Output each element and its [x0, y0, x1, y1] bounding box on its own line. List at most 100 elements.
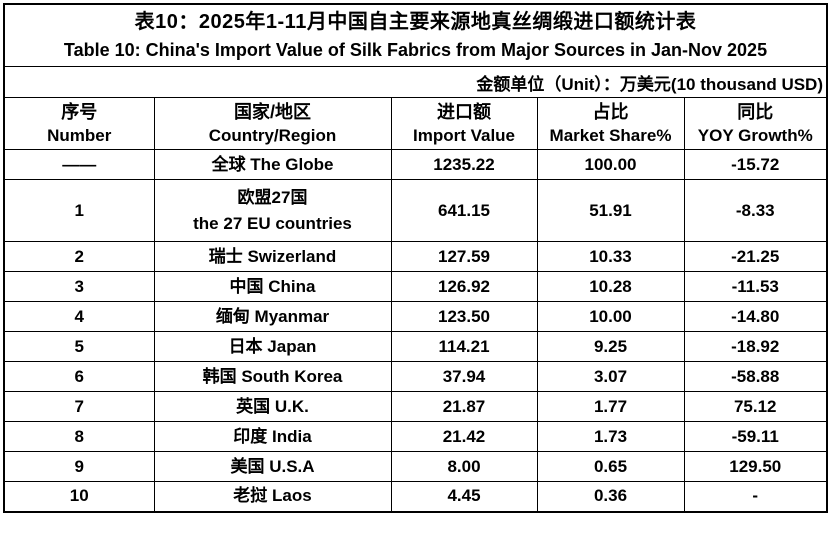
table-row: 9 美国 U.S.A 8.00 0.65 129.50: [3, 451, 828, 482]
unit-row: 金额单位（Unit）：万美元(10 thousand USD): [4, 66, 827, 98]
column-header-import-value-zh: 进口额: [437, 101, 491, 122]
title-row: 表10：2025年1-11月中国自主要来源地真丝绸缎进口额统计表 Table 1…: [4, 3, 827, 67]
cell-yoy-growth: -15.72: [683, 149, 828, 180]
table-row: 1 欧盟27国 the 27 EU countries 641.15 51.91 …: [3, 179, 828, 242]
table-row: 7 英国 U.K. 21.87 1.77 75.12: [3, 391, 828, 422]
cell-country: 欧盟27国 the 27 EU countries: [153, 179, 392, 242]
silk-import-statistics-sheet: 表10：2025年1-11月中国自主要来源地真丝绸缎进口额统计表 Table 1…: [3, 3, 828, 539]
cell-number: 6: [3, 361, 155, 392]
cell-yoy-growth: -18.92: [683, 331, 828, 362]
column-header-country-zh: 国家/地区: [233, 101, 311, 122]
cell-market-share: 3.07: [536, 361, 685, 392]
cell-yoy-growth: 75.12: [683, 391, 828, 422]
cell-number: 9: [3, 451, 155, 482]
table-row: 8 印度 India 21.42 1.73 -59.11: [3, 421, 828, 452]
country-name-line: the 27 EU countries: [193, 213, 352, 233]
column-header-market-share-zh: 占比: [592, 101, 629, 122]
cell-yoy-growth: -58.88: [683, 361, 828, 392]
cell-import-value: 127.59: [390, 241, 538, 272]
cell-market-share: 9.25: [536, 331, 685, 362]
cell-country: 日本 Japan: [153, 331, 392, 362]
country-name-line: 缅甸 Myanmar: [215, 306, 330, 326]
table-row: 10 老挝 Laos 4.45 0.36 -: [3, 481, 828, 512]
cell-number: 7: [3, 391, 155, 422]
cell-import-value: 21.87: [390, 391, 538, 422]
cell-market-share: 51.91: [536, 179, 685, 242]
table-row: 6 韩国 South Korea 37.94 3.07 -58.88: [3, 361, 828, 392]
cell-import-value: 4.45: [390, 481, 538, 512]
column-header-number-en: Number: [47, 125, 112, 145]
cell-number: 3: [3, 271, 155, 302]
column-header-number-zh: 序号: [61, 101, 98, 122]
cell-country: 缅甸 Myanmar: [153, 301, 392, 332]
cell-country: 瑞士 Swizerland: [153, 241, 392, 272]
cell-market-share: 1.73: [536, 421, 685, 452]
column-header-import-value: 进口额 Import Value: [390, 97, 538, 150]
country-name-line: 欧盟27国: [237, 187, 308, 207]
cell-import-value: 114.21: [390, 331, 538, 362]
cell-number: ——: [3, 149, 155, 180]
cell-market-share: 0.65: [536, 451, 685, 482]
cell-number: 10: [3, 481, 155, 512]
column-header-yoy-growth: 同比 YOY Growth%: [683, 97, 828, 150]
column-header-row: 序号 Number 国家/地区 Country/Region 进口额 Impor…: [3, 97, 828, 150]
cell-import-value: 123.50: [390, 301, 538, 332]
cell-yoy-growth: 129.50: [683, 451, 828, 482]
cell-yoy-growth: -14.80: [683, 301, 828, 332]
cell-market-share: 10.00: [536, 301, 685, 332]
table-row: 5 日本 Japan 114.21 9.25 -18.92: [3, 331, 828, 362]
column-header-yoy-growth-en: YOY Growth%: [697, 125, 813, 145]
country-name-line: 中国 China: [229, 276, 316, 296]
unit-note: 金额单位（Unit）：万美元(10 thousand USD): [4, 66, 827, 98]
table-row: 3 中国 China 126.92 10.28 -11.53: [3, 271, 828, 302]
import-value-table: 表10：2025年1-11月中国自主要来源地真丝绸缎进口额统计表 Table 1…: [3, 3, 828, 513]
country-name-line: 印度 India: [233, 426, 312, 446]
cell-country: 中国 China: [153, 271, 392, 302]
cell-yoy-growth: -: [683, 481, 828, 512]
cell-number: 4: [3, 301, 155, 332]
country-name-line: 英国 U.K.: [236, 396, 309, 416]
country-name-line: 韩国 South Korea: [202, 366, 343, 386]
country-name-line: 日本 Japan: [228, 336, 317, 356]
column-header-market-share-en: Market Share%: [549, 125, 672, 145]
column-header-import-value-en: Import Value: [412, 125, 516, 145]
cell-country: 美国 U.S.A: [153, 451, 392, 482]
cell-number: 2: [3, 241, 155, 272]
table-row: 2 瑞士 Swizerland 127.59 10.33 -21.25: [3, 241, 828, 272]
cell-number: 8: [3, 421, 155, 452]
cell-import-value: 8.00: [390, 451, 538, 482]
country-name-line: 老挝 Laos: [233, 486, 312, 506]
table-row: 4 缅甸 Myanmar 123.50 10.00 -14.80: [3, 301, 828, 332]
cell-country: 全球 The Globe: [153, 149, 392, 180]
country-name-line: 美国 U.S.A: [230, 456, 315, 476]
cell-import-value: 126.92: [390, 271, 538, 302]
cell-market-share: 10.28: [536, 271, 685, 302]
column-header-market-share: 占比 Market Share%: [536, 97, 685, 150]
column-header-country-en: Country/Region: [208, 125, 337, 145]
cell-country: 印度 India: [153, 421, 392, 452]
cell-yoy-growth: -59.11: [683, 421, 828, 452]
cell-yoy-growth: -21.25: [683, 241, 828, 272]
cell-market-share: 0.36: [536, 481, 685, 512]
cell-import-value: 1235.22: [390, 149, 538, 180]
column-header-country: 国家/地区 Country/Region: [153, 97, 392, 150]
cell-number: 1: [3, 179, 155, 242]
cell-import-value: 21.42: [390, 421, 538, 452]
country-name-line: 瑞士 Swizerland: [208, 246, 337, 266]
column-header-number: 序号 Number: [3, 97, 155, 150]
cell-yoy-growth: -8.33: [683, 179, 828, 242]
country-name-line: 全球 The Globe: [211, 154, 334, 174]
cell-country: 老挝 Laos: [153, 481, 392, 512]
table-row: —— 全球 The Globe 1235.22 100.00 -15.72: [3, 149, 828, 180]
cell-country: 英国 U.K.: [153, 391, 392, 422]
table-title-en: Table 10: China's Import Value of Silk F…: [63, 40, 768, 60]
cell-market-share: 1.77: [536, 391, 685, 422]
cell-country: 韩国 South Korea: [153, 361, 392, 392]
cell-import-value: 641.15: [390, 179, 538, 242]
table-title-zh: 表10：2025年1-11月中国自主要来源地真丝绸缎进口额统计表: [134, 11, 697, 33]
table-title: 表10：2025年1-11月中国自主要来源地真丝绸缎进口额统计表 Table 1…: [4, 3, 827, 67]
cell-number: 5: [3, 331, 155, 362]
cell-import-value: 37.94: [390, 361, 538, 392]
cell-market-share: 10.33: [536, 241, 685, 272]
column-header-yoy-growth-zh: 同比: [737, 101, 774, 122]
